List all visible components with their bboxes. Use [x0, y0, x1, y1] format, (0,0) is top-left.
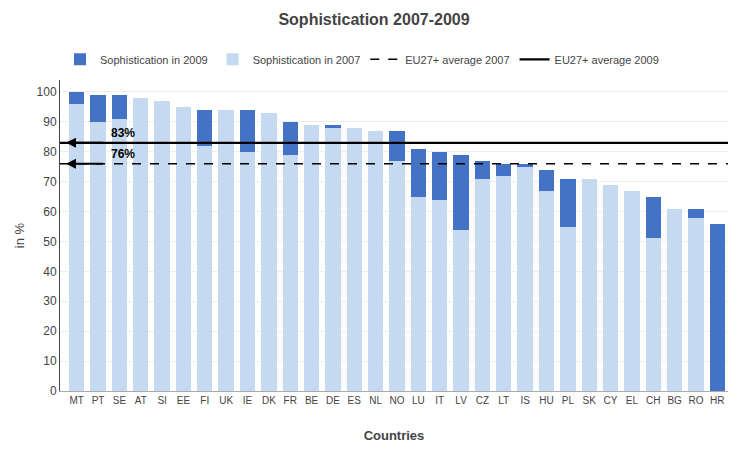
svg-text:20: 20 [43, 324, 57, 338]
svg-text:EL: EL [626, 395, 639, 406]
svg-text:LV: LV [455, 395, 467, 406]
svg-text:NO: NO [390, 395, 405, 406]
svg-text:DE: DE [326, 395, 340, 406]
svg-text:70: 70 [43, 175, 57, 189]
svg-text:BE: BE [305, 395, 319, 406]
svg-text:83%: 83% [111, 126, 135, 140]
svg-text:Countries: Countries [364, 428, 425, 443]
svg-text:EU27+ average 2007: EU27+ average 2007 [405, 54, 509, 66]
svg-text:0: 0 [50, 384, 57, 398]
svg-text:IE: IE [243, 395, 253, 406]
svg-text:LU: LU [412, 395, 425, 406]
svg-text:50: 50 [43, 235, 57, 249]
svg-text:IT: IT [435, 395, 444, 406]
svg-text:Sophistication in 2007: Sophistication in 2007 [253, 54, 361, 66]
svg-text:40: 40 [43, 265, 57, 279]
svg-text:76%: 76% [111, 147, 135, 161]
svg-text:in %: in % [12, 222, 27, 248]
svg-text:NL: NL [369, 395, 382, 406]
svg-text:10: 10 [43, 354, 57, 368]
svg-text:ES: ES [348, 395, 362, 406]
svg-text:Sophistication 2007-2009: Sophistication 2007-2009 [278, 11, 469, 28]
svg-text:IS: IS [520, 395, 530, 406]
svg-text:SI: SI [157, 395, 166, 406]
svg-text:CY: CY [604, 395, 618, 406]
svg-text:SK: SK [583, 395, 597, 406]
svg-text:HR: HR [710, 395, 724, 406]
svg-text:UK: UK [219, 395, 233, 406]
svg-text:Sophistication in 2009: Sophistication in 2009 [100, 54, 208, 66]
svg-text:AT: AT [135, 395, 147, 406]
svg-text:EE: EE [177, 395, 191, 406]
svg-text:60: 60 [43, 205, 57, 219]
svg-text:CH: CH [646, 395, 660, 406]
svg-text:CZ: CZ [476, 395, 489, 406]
svg-text:RO: RO [688, 395, 703, 406]
svg-text:PL: PL [562, 395, 575, 406]
svg-text:DK: DK [262, 395, 276, 406]
svg-text:LT: LT [498, 395, 509, 406]
svg-text:30: 30 [43, 294, 57, 308]
svg-text:BG: BG [667, 395, 682, 406]
svg-text:90: 90 [43, 115, 57, 129]
svg-text:EU27+ average 2009: EU27+ average 2009 [555, 54, 659, 66]
svg-text:SE: SE [113, 395, 127, 406]
svg-text:FI: FI [200, 395, 209, 406]
svg-text:100: 100 [37, 85, 57, 99]
svg-text:MT: MT [69, 395, 83, 406]
svg-text:PT: PT [92, 395, 105, 406]
svg-text:HU: HU [539, 395, 553, 406]
svg-text:80: 80 [43, 145, 57, 159]
svg-text:FR: FR [284, 395, 297, 406]
